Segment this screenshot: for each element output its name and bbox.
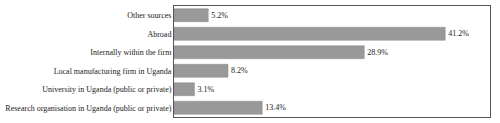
svg-text:5.2%: 5.2%	[211, 11, 228, 20]
svg-text:Abroad: Abroad	[147, 30, 171, 39]
svg-text:28.9%: 28.9%	[367, 48, 388, 57]
svg-text:41.2%: 41.2%	[448, 29, 469, 38]
svg-text:University in Uganda (public o: University in Uganda (public or private)	[42, 85, 171, 94]
svg-text:8.2%: 8.2%	[231, 66, 248, 75]
svg-text:13.4%: 13.4%	[265, 103, 286, 112]
svg-text:Research organisation in Ugand: Research organisation in Uganda (public …	[5, 104, 171, 113]
svg-text:Other sources: Other sources	[127, 11, 171, 20]
svg-text:Internally within the firm: Internally within the firm	[90, 48, 172, 57]
svg-text:Local manufacturing firm in Ug: Local manufacturing firm in Uganda	[54, 67, 172, 76]
svg-text:3.1%: 3.1%	[197, 85, 214, 94]
